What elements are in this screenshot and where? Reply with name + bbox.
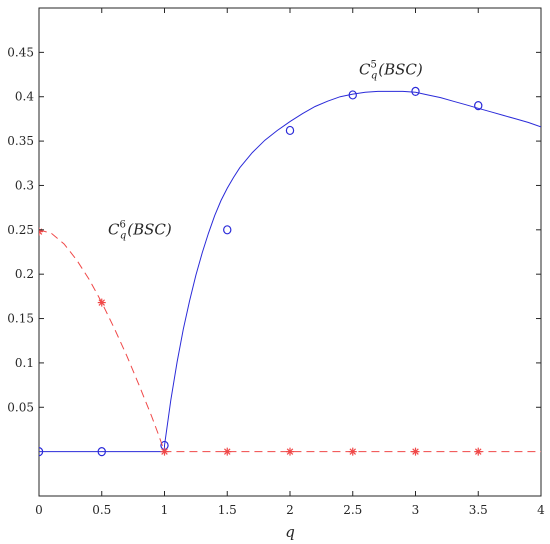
c5-data-point bbox=[97, 447, 106, 457]
plot-frame bbox=[38, 7, 542, 497]
c5-data-point bbox=[285, 125, 295, 136]
c5-data-point bbox=[39, 447, 44, 457]
c5-curve-label: C5 q(BSC) bbox=[359, 60, 423, 82]
y-tick-label: 0.45 bbox=[7, 45, 34, 59]
x-tick-label: 1.5 bbox=[218, 503, 237, 517]
y-tick-label: 0.05 bbox=[7, 400, 34, 414]
c6-data-point bbox=[39, 227, 43, 236]
tick-layer: 0 0.5 1 1.5 2 2.5 3 3.5 4 0.05 0.1 0.15 0.2 0.25 0.3 0.… bbox=[7, 8, 545, 517]
y-tick-label: 0.1 bbox=[15, 356, 34, 370]
y-tick-label: 0.15 bbox=[7, 312, 34, 326]
x-tick-label: 2.5 bbox=[343, 503, 362, 517]
c6-data-point bbox=[160, 447, 169, 456]
annotation-layer: C5 q(BSC) C6 q(BSC) bbox=[108, 60, 423, 242]
x-tick-label: 1 bbox=[161, 503, 169, 517]
y-tick-label: 0.4 bbox=[15, 90, 34, 104]
c6-data-point bbox=[286, 447, 294, 456]
y-tick-label: 0.25 bbox=[7, 223, 34, 237]
x-tick-label: 3.5 bbox=[469, 503, 488, 517]
series-c6-line bbox=[39, 229, 541, 453]
x-tick-label: 4 bbox=[537, 503, 545, 517]
x-tick-label: 0.5 bbox=[92, 503, 111, 517]
x-axis-title: q bbox=[285, 523, 295, 541]
c6-curve-label: C6 q(BSC) bbox=[108, 219, 172, 241]
series-c5-line bbox=[39, 90, 541, 453]
c5-data-point bbox=[223, 225, 232, 235]
y-tick-label: 0.3 bbox=[15, 178, 34, 192]
series-c6 bbox=[39, 227, 541, 456]
c6-data-point bbox=[474, 447, 483, 456]
c5-data-point bbox=[348, 90, 357, 100]
c6-data-point bbox=[223, 447, 232, 456]
x-tick-label: 0 bbox=[35, 503, 43, 517]
c6-data-point bbox=[97, 298, 106, 307]
c6-data-point bbox=[348, 447, 357, 456]
x-tick-label: 2 bbox=[286, 503, 294, 517]
c6-data-point bbox=[411, 447, 420, 456]
series-layer bbox=[39, 86, 541, 457]
x-tick-label: 3 bbox=[412, 503, 420, 517]
c5-data-point bbox=[411, 86, 420, 97]
y-tick-label: 0.35 bbox=[7, 134, 34, 148]
y-tick-label: 0.2 bbox=[15, 267, 34, 281]
c5-data-point bbox=[474, 100, 483, 111]
